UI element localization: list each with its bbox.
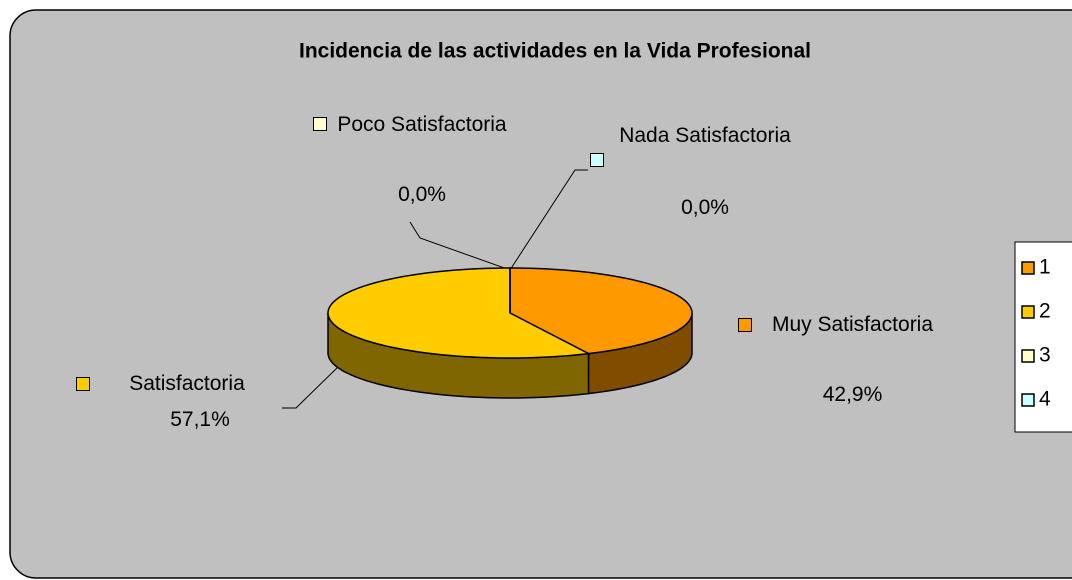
label-marker	[590, 153, 604, 167]
legend-label: 1	[1039, 256, 1051, 279]
slice-top	[509, 267, 693, 355]
legend-swatch	[1021, 393, 1035, 407]
legend-swatch	[1021, 261, 1035, 275]
label-marker	[313, 117, 327, 131]
legend-label: 4	[1039, 388, 1051, 411]
legend-label: 3	[1039, 344, 1051, 367]
value-label: 57,1%	[170, 408, 230, 431]
legend-swatch	[1021, 305, 1035, 319]
slice-top	[327, 267, 592, 359]
value-label: 42,9%	[822, 383, 883, 406]
leader-line	[282, 364, 341, 409]
legend-swatch	[1021, 349, 1035, 363]
value-label: 0,0%	[398, 183, 446, 206]
category-label: Poco Satisfactoria	[337, 113, 507, 136]
category-label: Satisfactoria	[129, 372, 245, 395]
category-label: Muy Satisfactoria	[771, 313, 934, 336]
leader-line	[409, 221, 511, 271]
value-label: 0,0%	[681, 196, 729, 219]
legend-label: 2	[1039, 300, 1051, 323]
chart-title: Incidencia de las actividades en la Vida…	[299, 40, 811, 63]
label-marker	[76, 377, 90, 391]
label-marker	[738, 318, 752, 332]
category-label: Nada Satisfactoria	[619, 124, 791, 147]
leader-line	[509, 169, 588, 271]
